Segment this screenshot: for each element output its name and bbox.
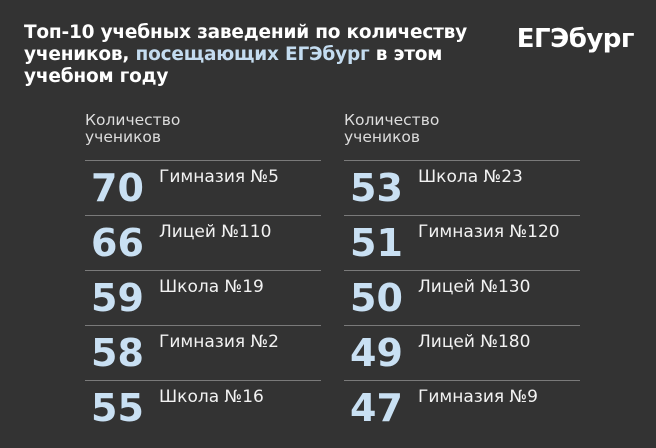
list-item: 47 Гимназия №9 [344, 380, 580, 435]
list-item: 53 Школа №23 [344, 160, 580, 215]
student-count: 55 [91, 386, 144, 430]
list-item: 70 Гимназия №5 [85, 160, 321, 215]
school-name: Школа №19 [159, 277, 264, 297]
column-header-line-2: учеников [85, 128, 162, 146]
list-item: 55 Школа №16 [85, 380, 321, 435]
title-line-2-end: в этом [369, 44, 443, 65]
list-item: 49 Лицей №180 [344, 325, 580, 380]
column-header: Количество учеников [85, 112, 321, 160]
student-count: 51 [350, 221, 403, 265]
column-header-line-2: учеников [344, 128, 421, 146]
school-name: Школа №16 [159, 387, 264, 407]
student-count: 49 [350, 331, 403, 375]
student-count: 47 [350, 386, 403, 430]
school-name: Гимназия №5 [159, 167, 279, 187]
student-count: 66 [91, 221, 144, 265]
title-line-2-start: учеников, [24, 44, 136, 65]
title-line-1: Топ-10 учебных заведений по количеству [24, 22, 468, 43]
school-name: Лицей №180 [418, 332, 531, 352]
list-item: 66 Лицей №110 [85, 215, 321, 270]
list-item: 59 Школа №19 [85, 270, 321, 325]
student-count: 53 [350, 166, 403, 210]
school-name: Лицей №130 [418, 277, 531, 297]
list-item: 51 Гимназия №120 [344, 215, 580, 270]
ranking-column-left: Количество учеников 70 Гимназия №5 66 Ли… [85, 112, 321, 435]
school-name: Гимназия №9 [418, 387, 538, 407]
school-name: Гимназия №2 [159, 332, 279, 352]
list-item: 58 Гимназия №2 [85, 325, 321, 380]
school-name: Лицей №110 [159, 222, 272, 242]
brand-logo: ЕГЭбург [516, 24, 635, 54]
list-item: 50 Лицей №130 [344, 270, 580, 325]
student-count: 59 [91, 276, 144, 320]
school-name: Школа №23 [418, 167, 523, 187]
column-header: Количество учеников [344, 112, 580, 160]
ranking-column-right: Количество учеников 53 Школа №23 51 Гимн… [344, 112, 580, 435]
column-header-line-1: Количество [344, 111, 440, 129]
student-count: 50 [350, 276, 403, 320]
student-count: 58 [91, 331, 144, 375]
title-highlight: посещающих ЕГЭбург [135, 44, 370, 65]
school-name: Гимназия №120 [418, 222, 560, 242]
column-header-line-1: Количество [85, 111, 181, 129]
page-title: Топ-10 учебных заведений по количеству у… [24, 22, 504, 88]
student-count: 70 [91, 166, 144, 210]
title-line-3: учебном году [24, 66, 169, 87]
title-line-2: учеников, посещающих ЕГЭбург в этом [24, 44, 504, 66]
